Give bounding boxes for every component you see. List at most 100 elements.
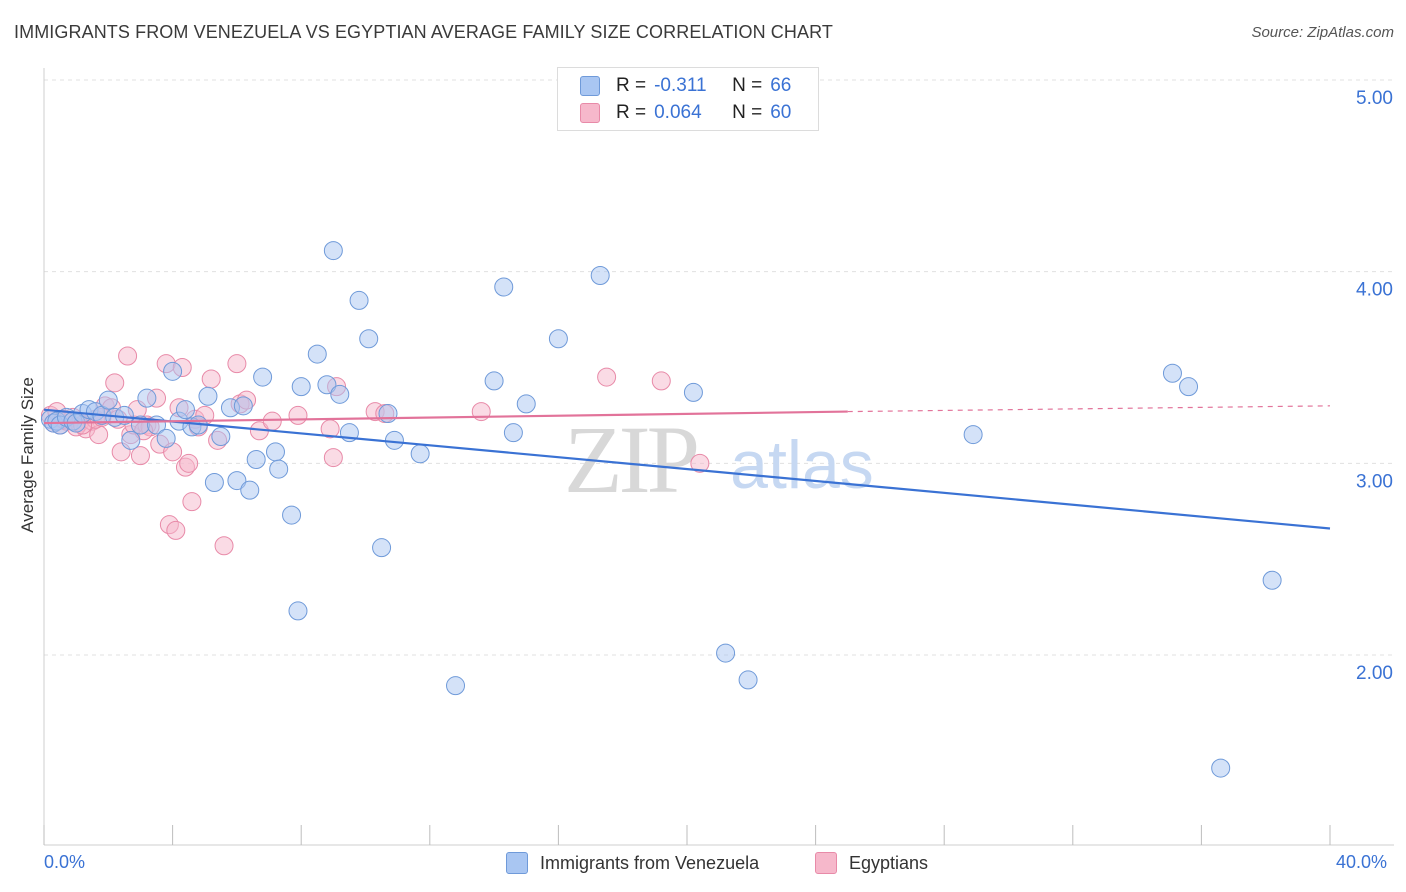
data-point-egyptians [179,453,199,473]
data-point-venezuela [683,382,703,402]
data-point-venezuela [175,400,195,420]
data-point-venezuela [317,375,337,395]
y-tick-label: 2.00 [1356,663,1393,684]
data-point-venezuela [307,344,327,364]
data-point-egyptians [118,346,138,366]
data-point-egyptians [105,373,125,393]
data-point-venezuela [211,427,231,446]
data-point-venezuela [330,384,350,404]
data-point-venezuela [590,266,610,285]
legend-label-egyptians: Egyptians [849,852,929,873]
r-label: R = [616,75,647,96]
data-point-venezuela [204,473,224,492]
n-label: N = [732,75,763,96]
chart-title: IMMIGRANTS FROM VENEZUELA VS EGYPTIAN AV… [14,22,833,42]
data-point-venezuela [716,643,736,663]
data-point-venezuela [265,442,285,462]
data-point-egyptians [651,371,671,391]
watermark-atlas: atlas [730,427,874,503]
data-point-venezuela [503,423,523,443]
axes [43,68,1394,846]
trend-line-egyptians-extension [847,405,1331,413]
data-point-venezuela [494,277,514,297]
data-point-venezuela [1162,363,1182,383]
data-point-venezuela [1262,570,1282,590]
data-point-egyptians [182,492,202,512]
data-point-venezuela [269,459,289,479]
data-point-venezuela [1179,377,1199,397]
stats-legend: R = -0.311 N = 66 R = 0.064 N = 60 [557,67,819,131]
source-label: Source: ZipAtlas.com [1251,24,1394,41]
legend-swatch-egyptians [815,852,837,874]
data-point-egyptians [262,411,282,431]
r-value: 0.064 [654,102,702,123]
legend-swatch-egyptians [580,103,600,123]
data-point-venezuela [963,425,983,445]
y-tick-label: 4.00 [1356,280,1393,301]
y-tick-label: 5.00 [1356,88,1393,109]
data-point-egyptians [323,448,343,468]
y-axis-label: Average Family Size [18,377,37,533]
data-point-venezuela [446,676,466,696]
data-point-venezuela [246,450,266,469]
data-point-egyptians [597,367,617,387]
data-point-venezuela [288,601,308,621]
data-point-egyptians [89,425,109,445]
trend-lines [43,405,1331,530]
data-point-venezuela [98,390,118,410]
data-point-venezuela [1211,758,1231,778]
data-point-venezuela [378,404,398,423]
series-legend: Immigrants from Venezuela Egyptians [0,852,1406,878]
y-tick-labels: 2.00 3.00 4.00 5.00 [1356,88,1393,684]
data-point-venezuela [323,241,343,261]
y-tick-label: 3.00 [1356,471,1393,492]
stats-row-egyptians: R = 0.064 N = 60 [580,101,792,125]
data-point-venezuela [253,367,273,387]
data-point-venezuela [233,396,253,416]
data-point-egyptians [214,536,234,556]
legend-swatch-venezuela [580,76,600,96]
data-point-egyptians [690,453,710,473]
data-point-venezuela [484,371,504,391]
data-point-venezuela [240,480,260,500]
data-point-venezuela [516,394,536,414]
x-tick-label-max: 40.0% [1336,852,1388,872]
trend-line-venezuela [43,408,1331,530]
trend-line-egyptians [43,410,848,425]
data-point-venezuela [359,329,379,349]
data-point-venezuela [384,430,404,450]
legend-item-venezuela[interactable]: Immigrants from Venezuela [506,852,759,874]
r-label: R = [616,102,647,123]
data-point-venezuela [282,505,302,525]
x-tick-label-min: 0.0% [44,852,86,872]
data-point-venezuela [410,444,430,464]
data-point-egyptians [227,354,247,374]
data-point-venezuela [156,428,176,448]
data-point-egyptians [201,369,221,389]
watermark: ZIP atlas [564,406,874,513]
data-point-egyptians [166,520,186,540]
data-point-venezuela [121,430,141,450]
n-label: N = [732,102,763,123]
data-point-venezuela [227,471,247,491]
legend-label-venezuela: Immigrants from Venezuela [540,852,760,873]
data-point-egyptians [130,446,150,466]
data-point-venezuela [548,329,568,349]
stats-row-venezuela: R = -0.311 N = 66 [580,74,792,98]
data-point-venezuela [163,361,183,381]
n-value: 60 [770,102,792,123]
data-point-venezuela [738,670,758,690]
data-point-venezuela [198,386,218,406]
grid-lines [44,79,1394,656]
data-point-venezuela [349,290,369,310]
data-point-venezuela [291,377,311,397]
data-point-venezuela [137,388,157,408]
data-point-egyptians [288,405,308,425]
series-venezuela-points [40,241,1282,778]
n-value: 66 [770,75,792,96]
legend-item-egyptians[interactable]: Egyptians [815,852,928,874]
legend-swatch-venezuela [506,852,528,874]
data-point-venezuela [372,538,392,558]
r-value: -0.311 [654,75,707,96]
